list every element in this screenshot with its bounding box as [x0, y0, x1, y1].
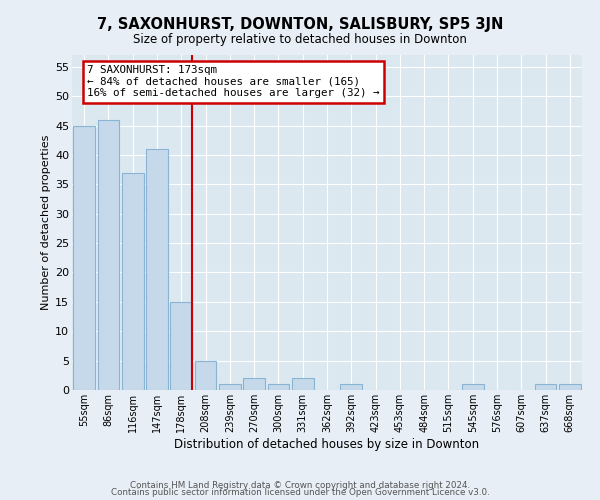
Bar	[122, 172, 143, 390]
Bar	[194, 360, 217, 390]
Bar	[97, 120, 119, 390]
Text: Contains HM Land Registry data © Crown copyright and database right 2024.: Contains HM Land Registry data © Crown c…	[130, 480, 470, 490]
Text: 7, SAXONHURST, DOWNTON, SALISBURY, SP5 3JN: 7, SAXONHURST, DOWNTON, SALISBURY, SP5 3…	[97, 18, 503, 32]
Y-axis label: Number of detached properties: Number of detached properties	[41, 135, 51, 310]
Bar	[535, 384, 556, 390]
Bar	[340, 384, 362, 390]
Bar	[73, 126, 95, 390]
Bar	[559, 384, 581, 390]
Bar	[292, 378, 314, 390]
Text: Contains public sector information licensed under the Open Government Licence v3: Contains public sector information licen…	[110, 488, 490, 497]
X-axis label: Distribution of detached houses by size in Downton: Distribution of detached houses by size …	[175, 438, 479, 450]
Bar	[219, 384, 241, 390]
Bar	[243, 378, 265, 390]
Text: 7 SAXONHURST: 173sqm
← 84% of detached houses are smaller (165)
16% of semi-deta: 7 SAXONHURST: 173sqm ← 84% of detached h…	[88, 65, 380, 98]
Bar	[170, 302, 192, 390]
Bar	[462, 384, 484, 390]
Bar	[268, 384, 289, 390]
Text: Size of property relative to detached houses in Downton: Size of property relative to detached ho…	[133, 32, 467, 46]
Bar	[146, 149, 168, 390]
